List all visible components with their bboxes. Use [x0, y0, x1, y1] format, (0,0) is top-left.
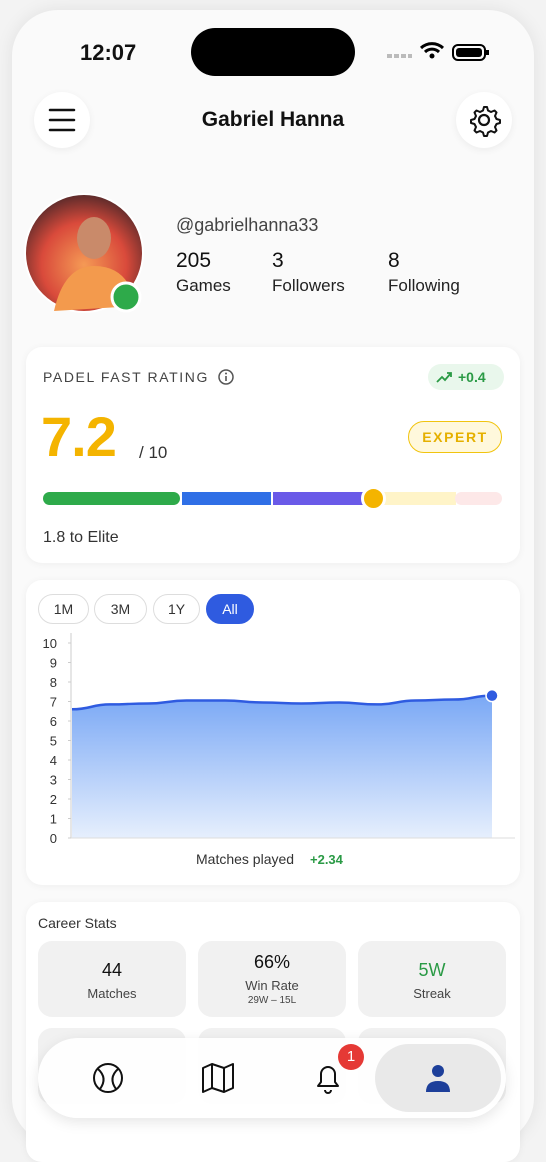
area: [72, 695, 492, 838]
y-tick-label: 10: [43, 636, 57, 651]
rating-scale: / 10: [139, 443, 168, 462]
y-tick-label: 2: [50, 792, 57, 807]
header-title: Gabriel Hanna: [201, 108, 345, 131]
stat-label: Games: [176, 276, 231, 295]
tab-active-bg: [375, 1044, 501, 1112]
stat-label: Following: [388, 276, 460, 295]
range-button[interactable]: 3M: [94, 594, 147, 624]
tab-notifications[interactable]: [310, 1060, 346, 1096]
career-label: Win Rate: [245, 978, 299, 993]
y-tick-label: 6: [50, 714, 57, 729]
rating-bar: [43, 486, 502, 511]
tab-matches[interactable]: [90, 1060, 126, 1096]
range-button[interactable]: All: [206, 594, 254, 624]
stat-card: [38, 941, 186, 1017]
dynamic-island: [191, 28, 355, 76]
trend-icon: [436, 372, 452, 383]
info-icon[interactable]: [217, 368, 235, 386]
rating-chart: 0 1 2 3 4 5 6 7 8 9 10: [43, 633, 515, 846]
handle: @gabrielhanna33: [176, 215, 319, 235]
stat-label: Followers: [272, 276, 345, 295]
status-icons: [387, 42, 489, 61]
stat-value: 205: [176, 249, 212, 272]
y-tick-label: 0: [50, 831, 57, 846]
stat-card: [358, 941, 506, 1017]
rating-note: 1.8 to Elite: [43, 529, 119, 546]
rating-knob: [360, 486, 386, 511]
y-tick-label: 4: [50, 753, 57, 768]
y-tick-label: 9: [50, 656, 57, 671]
settings-icon: [470, 106, 501, 137]
career-title: Career Stats: [38, 915, 117, 931]
stat-value: 3: [272, 249, 284, 272]
career-value: 5W: [418, 960, 446, 980]
x-axis-label: Matches played: [196, 851, 295, 867]
y-tick-label: 5: [50, 734, 57, 749]
stat-value: 8: [388, 249, 400, 272]
stat-card: [198, 941, 346, 1017]
career-detail: 29W – 15L: [247, 995, 297, 1006]
range-button[interactable]: 1Y: [153, 594, 200, 624]
career-value: 66%: [253, 952, 291, 972]
y-tick-label: 1: [50, 812, 57, 827]
settings-button[interactable]: [456, 92, 512, 148]
level-badge: EXPERT: [408, 421, 502, 453]
career-label: Matches: [87, 986, 137, 1001]
status-time: 12:07: [80, 40, 137, 65]
chart-change: +2.34: [310, 852, 343, 867]
career-label: Streak: [413, 986, 451, 1001]
notification-badge: 1: [338, 1044, 364, 1070]
rating-score: 7.2: [41, 405, 117, 468]
trend-badge: +0.4: [428, 364, 504, 390]
tab-map[interactable]: [200, 1060, 236, 1096]
line: [71, 694, 493, 711]
y-tick-label: 7: [50, 695, 57, 710]
y-tick-label: 3: [50, 773, 57, 788]
trend-value: +0.4: [458, 369, 486, 385]
y-tick-label: 8: [50, 675, 57, 690]
last-point: [485, 688, 499, 703]
avatar[interactable]: [24, 193, 146, 315]
range-button[interactable]: 1M: [38, 594, 89, 624]
career-value: 44: [101, 960, 123, 980]
tab-profile[interactable]: [420, 1060, 456, 1096]
menu-icon: [48, 108, 76, 132]
rating-title: PADEL FAST RATING: [43, 369, 209, 385]
menu-button[interactable]: [34, 92, 90, 148]
